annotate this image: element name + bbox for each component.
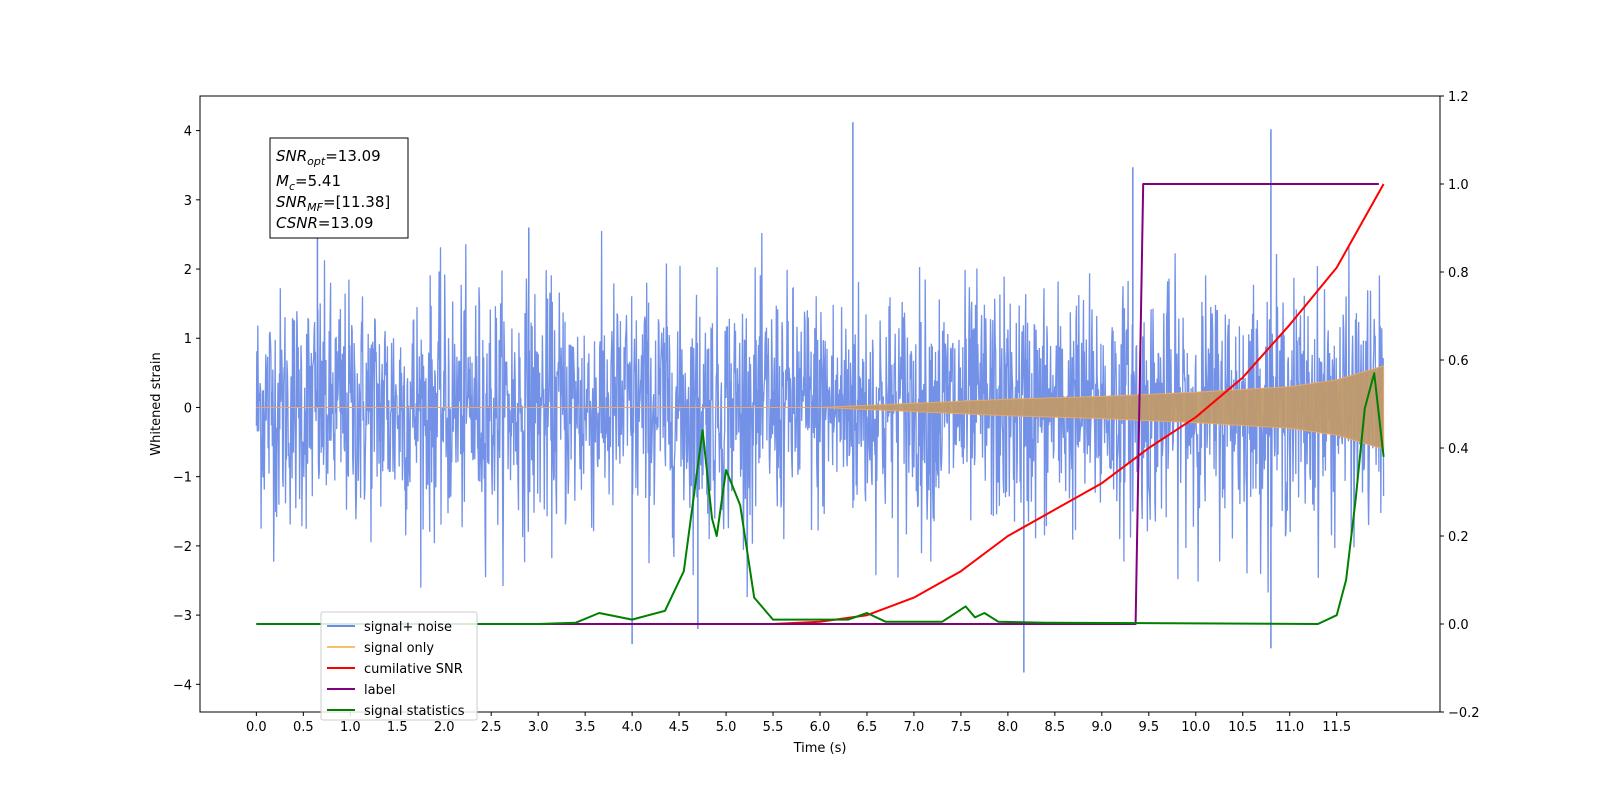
y-axis-right: −0.2 0.0 0.2 0.4 0.6 0.8 1.0 1.2 xyxy=(1440,90,1480,721)
x-tick-label: 3.5 xyxy=(575,720,596,735)
x-tick-label: 4.0 xyxy=(622,720,643,735)
x-tick-label: 7.0 xyxy=(904,720,925,735)
y-left-tick-label: −1 xyxy=(173,471,192,486)
info-snr-opt: SNRopt=13.09 xyxy=(276,147,381,168)
y-right-tick-label: −0.2 xyxy=(1448,706,1480,721)
x-tick-label: 6.5 xyxy=(857,720,878,735)
info-box: SNRopt=13.09 Mc=5.41 SNRMF=[11.38] CSNR=… xyxy=(269,137,409,239)
legend-entry-label: label xyxy=(364,683,395,698)
x-tick-label: 2.0 xyxy=(434,720,455,735)
y-left-tick-label: 1 xyxy=(184,332,192,347)
x-tick-label: 10.5 xyxy=(1228,720,1257,735)
x-tick-label: 11.0 xyxy=(1275,720,1304,735)
x-tick-label: 1.0 xyxy=(340,720,361,735)
y-left-tick-label: 3 xyxy=(184,194,192,209)
x-tick-label: 3.0 xyxy=(528,720,549,735)
y-right-tick-label: 0.8 xyxy=(1448,266,1469,281)
info-mc: Mc=5.41 xyxy=(276,172,341,193)
y-right-tick-label: 0.6 xyxy=(1448,354,1469,369)
y-right-tick-label: 0.2 xyxy=(1448,530,1469,545)
x-tick-label: 4.5 xyxy=(669,720,690,735)
x-tick-label: 5.0 xyxy=(716,720,737,735)
y-left-tick-label: 0 xyxy=(184,401,192,416)
series-layer xyxy=(255,122,1385,673)
y-right-tick-label: 1.0 xyxy=(1448,178,1469,193)
series-signal-only xyxy=(256,365,1385,450)
x-tick-label: 11.5 xyxy=(1322,720,1351,735)
legend-entry-label: signal only xyxy=(364,641,434,656)
x-axis-label: Time (s) xyxy=(793,741,847,756)
y-left-tick-label: 4 xyxy=(184,125,192,140)
legend-entry-label: cumilative SNR xyxy=(364,662,463,677)
series-signal-statistics xyxy=(256,372,1385,625)
y-left-tick-label: −4 xyxy=(173,678,192,693)
x-tick-label: 5.5 xyxy=(763,720,784,735)
series-signal-noise xyxy=(255,230,1385,598)
x-tick-label: 6.0 xyxy=(810,720,831,735)
x-tick-label: 8.5 xyxy=(1045,720,1066,735)
y-axis-left-label: Whitened strain xyxy=(149,352,164,455)
x-tick-label: 0.0 xyxy=(246,720,267,735)
y-left-tick-label: −2 xyxy=(173,540,192,555)
series-label xyxy=(256,183,1379,625)
x-tick-label: 9.5 xyxy=(1138,720,1159,735)
y-left-tick-label: −3 xyxy=(173,609,192,624)
legend: signal+ noise signal only cumilative SNR la… xyxy=(320,611,478,721)
x-tick-label: 7.5 xyxy=(951,720,972,735)
x-tick-label: 8.0 xyxy=(998,720,1019,735)
legend-entry-label: signal statistics xyxy=(364,704,465,719)
y-right-tick-label: 0.0 xyxy=(1448,618,1469,633)
x-tick-label: 9.0 xyxy=(1091,720,1112,735)
x-tick-label: 0.5 xyxy=(293,720,314,735)
y-axis-left: −4 −3 −2 −1 0 1 2 3 4 xyxy=(173,125,200,693)
x-tick-label: 2.5 xyxy=(481,720,502,735)
x-tick-label: 1.5 xyxy=(387,720,408,735)
info-snr-mf: SNRMF=[11.38] xyxy=(276,193,390,214)
y-right-tick-label: 1.2 xyxy=(1448,90,1469,105)
y-right-tick-label: 0.4 xyxy=(1448,442,1469,457)
y-left-tick-label: 2 xyxy=(184,263,192,278)
x-tick-label: 10.0 xyxy=(1181,720,1210,735)
info-csnr: CSNR=13.09 xyxy=(276,214,373,232)
legend-entry-label: signal+ noise xyxy=(364,620,452,635)
x-axis: 0.0 0.5 1.0 1.5 2.0 2.5 3.0 3.5 4.0 4.5 5.0 5.5 6.0 6… xyxy=(246,712,1351,735)
